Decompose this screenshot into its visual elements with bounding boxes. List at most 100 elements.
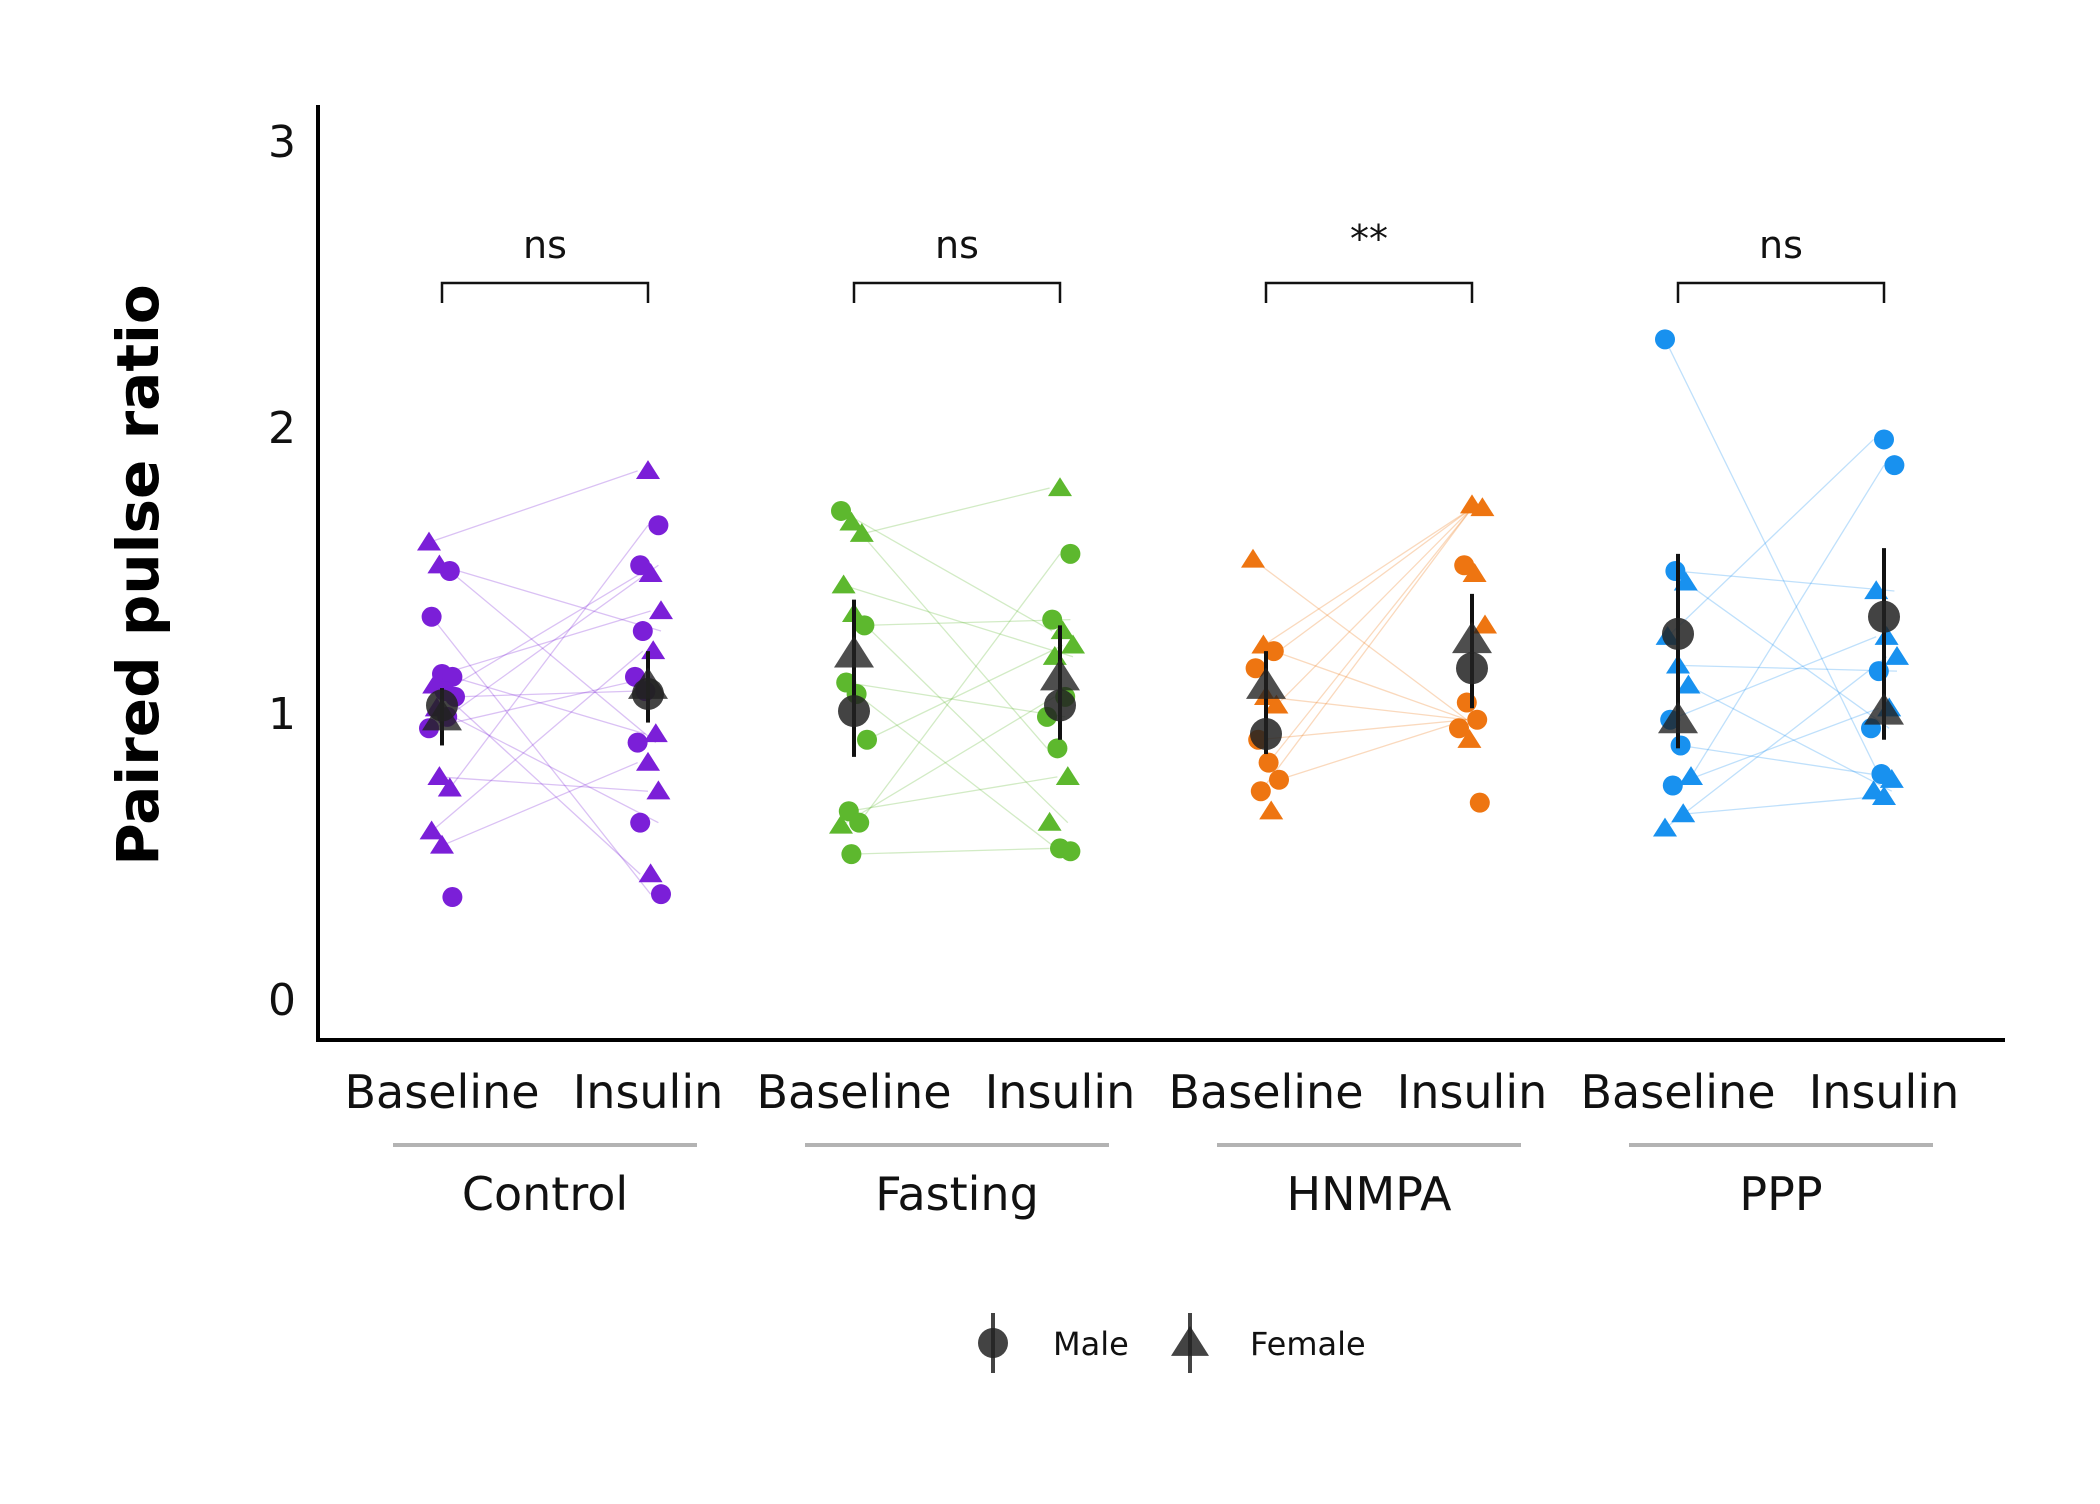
fasting-paired-line (846, 681, 1066, 718)
fasting-paired-line (848, 776, 1058, 812)
ppp-insulin-male-point (1874, 429, 1894, 450)
ppp-paired-line (1690, 464, 1885, 778)
hnmpa-baseline-female-mean (1246, 667, 1286, 699)
ppp-baseline-male-point (1662, 775, 1683, 796)
control-significance-label: ns (523, 223, 567, 267)
hnmpa-baseline-tick-label: Baseline (1168, 1065, 1363, 1119)
control-paired-line (433, 684, 641, 875)
hnmpa-paired-line (1263, 507, 1473, 646)
hnmpa-baseline-male-point (1263, 641, 1284, 662)
fasting-insulin-tick-label: Insulin (985, 1065, 1136, 1119)
fasting-baseline-female-point (829, 814, 853, 834)
hnmpa-paired-line (1258, 719, 1467, 741)
ppp-insulin-male-point (1884, 455, 1905, 476)
fasting-baseline-female-point (849, 523, 874, 542)
ppp-significance-bracket (1676, 281, 1886, 303)
ppp-baseline-male-point (1655, 329, 1675, 350)
ppp-paired-line (1688, 684, 1893, 792)
ppp-insulin-tick-label: Insulin (1809, 1065, 1960, 1119)
control-paired-line (454, 690, 636, 698)
control-group-label: Control (462, 1167, 628, 1221)
fasting-baseline-female-mean (834, 635, 874, 668)
ppp-group-label: PPP (1739, 1167, 1822, 1221)
y-axis-label: Paired pulse ratio (104, 284, 172, 866)
control-insulin-female-point (641, 640, 666, 660)
hnmpa-insulin-female-point (1457, 728, 1482, 748)
control-paired-line (431, 650, 644, 832)
axes-layer: 0 1 2 3 (268, 105, 2005, 1042)
ppp-insulin-female-point (1872, 786, 1896, 806)
fasting-paired-line (851, 847, 1050, 855)
ppp-paired-line (1672, 707, 1880, 787)
fasting-baseline-male-point (849, 812, 870, 833)
hnmpa-insulin-female-point (1470, 497, 1495, 517)
control-paired-line (428, 676, 654, 729)
control-insulin-female-point (636, 460, 660, 479)
y-tick-label: 1 (268, 689, 296, 740)
fasting-baseline-tick-label: Baseline (756, 1065, 951, 1119)
ppp-paired-line (1680, 744, 1872, 775)
fasting-insulin-male-mean (1044, 689, 1076, 722)
ppp-baseline-female-point (1679, 766, 1703, 786)
control-paired-line (431, 616, 652, 895)
fasting-baseline-male-point (831, 500, 851, 521)
legend-label-male: Male (1053, 1325, 1129, 1363)
control-paired-line (449, 570, 657, 744)
hnmpa-paired-line (1275, 507, 1473, 706)
fasting-significance-bracket (852, 281, 1062, 303)
control-insulin-female-point (643, 723, 668, 743)
ppp-insulin-female-point (1885, 646, 1909, 665)
fasting-paired-line (866, 644, 1063, 741)
paired-lines-layer (428, 339, 1898, 895)
ppp-insulin-female-point (1879, 768, 1904, 788)
control-paired-line (436, 707, 659, 824)
hnmpa-insulin-female-point (1462, 563, 1487, 582)
fasting-insulin-female-point (1050, 620, 1075, 640)
hnmpa-insulin-male-point (1449, 718, 1469, 739)
labels-layer: ns Baseline Insulin Control ns Baseline Insuli… (344, 217, 1959, 1221)
control-insulin-female-point (649, 600, 673, 620)
ppp-baseline-female-mean (1658, 701, 1698, 734)
ppp-paired-line (1675, 570, 1895, 592)
hnmpa-baseline-female-point (1264, 694, 1289, 714)
ppp-paired-line (1685, 581, 1890, 729)
control-insulin-female-point (638, 863, 663, 883)
control-insulin-male-point (630, 555, 651, 576)
hnmpa-paired-line (1278, 719, 1467, 781)
fasting-insulin-female-point (1048, 477, 1072, 497)
control-baseline-female-point (430, 834, 454, 854)
fasting-baseline-male-point (854, 615, 875, 636)
ppp-baseline-female-point (1676, 674, 1701, 694)
hnmpa-baseline-male-point (1269, 769, 1289, 790)
fasting-insulin-female-point (1055, 766, 1080, 786)
hnmpa-group-label: HNMPA (1287, 1167, 1452, 1221)
fasting-paired-line (861, 487, 1050, 535)
ppp-baseline-male-point (1670, 735, 1691, 756)
hnmpa-insulin-male-mean (1456, 652, 1488, 685)
ppp-insulin-male-mean (1868, 600, 1900, 633)
control-insulin-male-point (632, 621, 653, 642)
hnmpa-significance-label: ** (1350, 217, 1388, 261)
hnmpa-paired-line (1265, 696, 1467, 721)
hnmpa-insulin-female-mean (1452, 621, 1492, 654)
fasting-paired-line (850, 521, 1048, 749)
control-paired-line (441, 762, 638, 847)
ppp-baseline-female-point (1653, 817, 1677, 837)
control-paired-line (444, 573, 641, 692)
fasting-paired-line (858, 553, 1061, 824)
ppp-significance-label: ns (1759, 223, 1803, 267)
hnmpa-baseline-female-point (1259, 800, 1284, 820)
control-baseline-female-point (417, 531, 441, 551)
control-baseline-male-point (421, 606, 442, 627)
control-paired-line (428, 470, 638, 544)
fasting-insulin-male-point (1042, 609, 1063, 630)
ppp-baseline-female-point (1671, 803, 1696, 823)
y-tick-label: 2 (268, 403, 296, 454)
control-paired-line (441, 610, 651, 675)
hnmpa-baseline-male-point (1258, 752, 1279, 773)
control-significance-bracket (440, 281, 650, 303)
data-points-layer (417, 329, 1909, 908)
hnmpa-insulin-male-point (1469, 792, 1490, 813)
control-baseline-female-mean (422, 698, 462, 731)
